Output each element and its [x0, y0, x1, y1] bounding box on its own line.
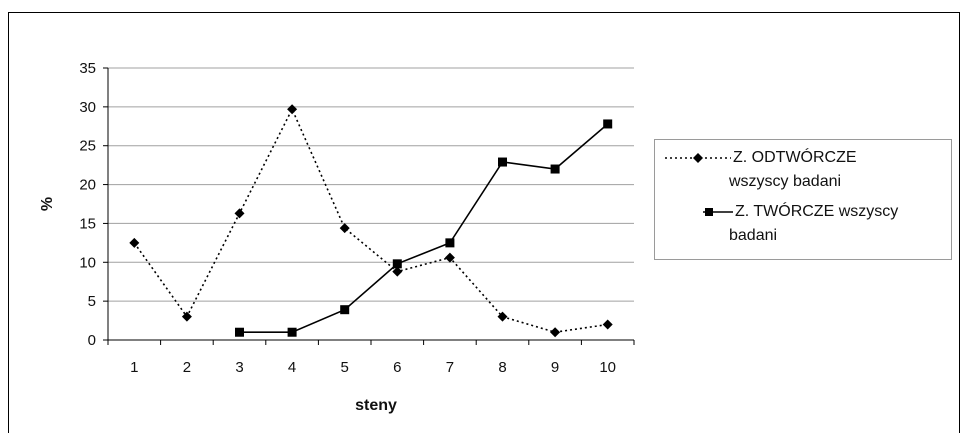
data-point-square	[445, 238, 455, 248]
series-line-tworcze	[239, 123, 609, 333]
series-line-odtworcze	[133, 107, 608, 334]
y-tick-label: 5	[88, 293, 96, 310]
data-point-diamond	[287, 104, 298, 115]
y-tick-label: 35	[79, 60, 96, 77]
data-point-diamond	[234, 208, 245, 219]
y-tick-label: 10	[79, 254, 96, 271]
x-tick-label: 6	[393, 359, 401, 376]
legend-label-tworcze-line2: badani	[729, 227, 778, 244]
legend: Z. ODTWÓRCZE wszyscy badani Z. TWÓRCZE w…	[654, 139, 952, 260]
gridlines	[108, 67, 634, 302]
axes	[103, 67, 635, 345]
tick-labels: 0 5 10 15 20 25 30 35 1 2 3 4 5 6 7 8 9 10	[79, 60, 616, 376]
legend-label-odtworcze-line1: Z. ODTWÓRCZE	[733, 149, 857, 166]
data-point-diamond	[392, 266, 403, 277]
y-tick-label: 15	[79, 215, 96, 232]
y-tick-label: 30	[79, 99, 96, 116]
legend-symbol-tworcze	[703, 208, 733, 216]
legend-symbol-odtworcze	[665, 153, 731, 163]
x-tick-label: 2	[183, 359, 191, 376]
data-point-square	[235, 327, 244, 337]
legend-label-odtworcze-line2: wszyscy badani	[729, 173, 842, 190]
data-point-square	[392, 259, 402, 269]
data-point-diamond	[339, 223, 350, 234]
data-point-diamond	[550, 327, 561, 338]
data-point-diamond	[129, 237, 140, 248]
y-tick-label: 25	[79, 138, 96, 155]
data-point-diamond	[181, 311, 192, 322]
y-tick-label: 20	[79, 177, 96, 194]
x-tick-label: 3	[235, 359, 243, 376]
chart-frame	[8, 12, 960, 433]
x-tick-label: 8	[498, 359, 506, 376]
x-tick-label: 10	[599, 359, 616, 376]
data-point-square	[340, 305, 350, 315]
data-point-diamond	[444, 252, 455, 263]
data-point-square	[603, 119, 613, 129]
x-tick-label: 4	[288, 359, 296, 376]
data-point-diamond	[497, 311, 508, 322]
y-axis-title: %	[39, 197, 56, 211]
data-point-diamond	[602, 319, 613, 330]
data-point-square	[287, 327, 297, 337]
legend-label-tworcze-line1: Z. TWÓRCZE wszyscy	[735, 203, 899, 220]
data-point-square	[498, 157, 507, 167]
data-point-square	[550, 164, 560, 174]
series	[129, 104, 613, 338]
x-tick-label: 7	[446, 359, 454, 376]
x-tick-label: 9	[551, 359, 559, 376]
x-tick-label: 1	[130, 359, 138, 376]
x-axis-title: steny	[355, 397, 397, 414]
y-tick-label: 0	[88, 332, 96, 349]
x-tick-label: 5	[341, 359, 349, 376]
